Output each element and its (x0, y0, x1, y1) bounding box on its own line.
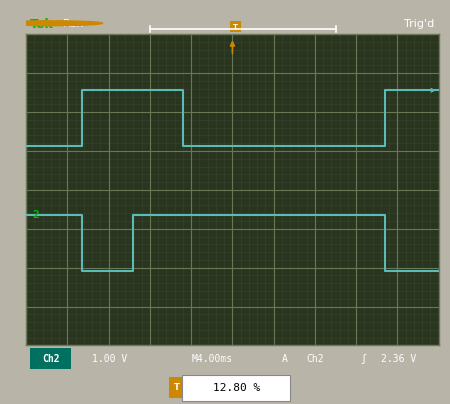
Text: Run: Run (63, 19, 85, 29)
Text: Ch2: Ch2 (42, 354, 60, 364)
Text: T: T (50, 20, 55, 26)
Text: T: T (233, 24, 238, 29)
Text: T: T (174, 383, 180, 392)
Text: Ch2: Ch2 (307, 354, 324, 364)
Text: A: A (282, 354, 288, 364)
Text: 2: 2 (32, 210, 39, 220)
FancyBboxPatch shape (30, 348, 72, 369)
Text: 1.00 V: 1.00 V (92, 354, 127, 364)
FancyBboxPatch shape (182, 375, 290, 401)
Circle shape (4, 21, 103, 25)
FancyBboxPatch shape (169, 377, 186, 398)
Text: 2.36 V: 2.36 V (381, 354, 416, 364)
Text: Tek: Tek (30, 18, 54, 31)
Text: ʃ: ʃ (360, 354, 366, 364)
FancyBboxPatch shape (230, 21, 241, 32)
Text: M4.00ms: M4.00ms (191, 354, 232, 364)
Text: Trig'd: Trig'd (405, 19, 435, 29)
Text: 12.80 %: 12.80 % (212, 383, 260, 393)
